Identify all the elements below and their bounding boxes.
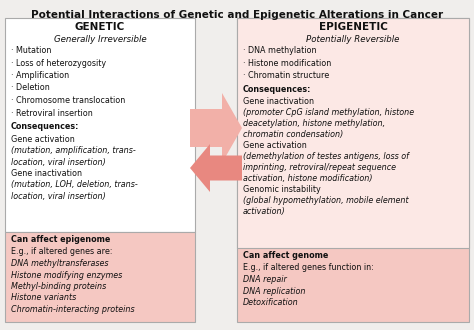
Text: Histone variants: Histone variants [11, 293, 76, 303]
Text: · Deletion: · Deletion [11, 83, 50, 92]
Text: · Loss of heterozygosity: · Loss of heterozygosity [11, 58, 106, 68]
Text: · Histone modification: · Histone modification [243, 58, 331, 68]
Text: Potential Interactions of Genetic and Epigenetic Alterations in Cancer: Potential Interactions of Genetic and Ep… [31, 10, 443, 20]
Text: (mutation, amplification, trans-: (mutation, amplification, trans- [11, 146, 136, 155]
Text: activation, histone modification): activation, histone modification) [243, 174, 373, 183]
Text: E.g., if altered genes function in:: E.g., if altered genes function in: [243, 263, 374, 273]
Text: (mutation, LOH, deletion, trans-: (mutation, LOH, deletion, trans- [11, 181, 138, 189]
Bar [237, 18, 469, 248]
Text: Histone modifying enzymes: Histone modifying enzymes [11, 271, 122, 280]
Text: (demethylation of testes antigens, loss of: (demethylation of testes antigens, loss … [243, 152, 409, 161]
Text: Gene activation: Gene activation [243, 141, 307, 150]
Text: EPIGENETIC: EPIGENETIC [319, 22, 387, 32]
Text: chromatin condensation): chromatin condensation) [243, 130, 343, 139]
Text: Can affect genome: Can affect genome [243, 251, 328, 260]
Text: Potentially Reversible: Potentially Reversible [306, 35, 400, 44]
Text: · Amplification: · Amplification [11, 71, 69, 80]
Text: · DNA methylation: · DNA methylation [243, 46, 317, 55]
Text: Detoxification: Detoxification [243, 298, 299, 307]
Text: location, viral insertion): location, viral insertion) [11, 192, 106, 201]
Text: (promoter CpG island methylation, histone: (promoter CpG island methylation, histon… [243, 108, 414, 117]
Text: (global hypomethylation, mobile element: (global hypomethylation, mobile element [243, 196, 409, 205]
Text: · Retroviral insertion: · Retroviral insertion [11, 109, 93, 117]
Text: DNA repair: DNA repair [243, 275, 287, 284]
Text: location, viral insertion): location, viral insertion) [11, 157, 106, 167]
Text: · Chromatin structure: · Chromatin structure [243, 71, 329, 80]
Text: deacetylation, histone methylation,: deacetylation, histone methylation, [243, 119, 385, 128]
Text: Chromatin-interacting proteins: Chromatin-interacting proteins [11, 305, 135, 314]
Text: Can affect epigenome: Can affect epigenome [11, 235, 110, 244]
Polygon shape [190, 93, 242, 163]
Text: Gene inactivation: Gene inactivation [243, 97, 314, 106]
Text: Consequences:: Consequences: [243, 84, 311, 93]
Text: GENETIC: GENETIC [75, 22, 125, 32]
Text: activation): activation) [243, 207, 286, 216]
Text: E.g., if altered genes are:: E.g., if altered genes are: [11, 248, 112, 256]
Text: imprinting, retroviral/repeat sequence: imprinting, retroviral/repeat sequence [243, 163, 396, 172]
Text: Generally Irreversible: Generally Irreversible [54, 35, 146, 44]
Text: · Chromosome translocation: · Chromosome translocation [11, 96, 125, 105]
Text: Gene inactivation: Gene inactivation [11, 169, 82, 178]
Text: · Mutation: · Mutation [11, 46, 51, 55]
Text: Gene activation: Gene activation [11, 135, 75, 144]
Text: DNA methyltransferases: DNA methyltransferases [11, 259, 109, 268]
Text: Genomic instability: Genomic instability [243, 185, 321, 194]
Bar [5, 18, 195, 232]
Text: Consequences:: Consequences: [11, 122, 79, 131]
Bar [5, 232, 195, 322]
Bar [237, 18, 469, 322]
Text: DNA replication: DNA replication [243, 286, 306, 295]
Text: Methyl-binding proteins: Methyl-binding proteins [11, 282, 106, 291]
Polygon shape [190, 144, 242, 192]
